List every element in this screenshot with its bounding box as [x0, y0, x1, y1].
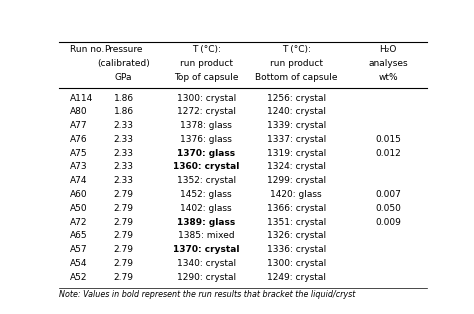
Text: 1370: crystal: 1370: crystal: [173, 245, 239, 254]
Text: 1.86: 1.86: [113, 107, 134, 116]
Text: 1300: crystal: 1300: crystal: [176, 94, 236, 103]
Text: 2.79: 2.79: [114, 190, 134, 199]
Text: A114: A114: [70, 94, 93, 103]
Text: 1351: crystal: 1351: crystal: [266, 218, 326, 227]
Text: A73: A73: [70, 162, 88, 171]
Text: 1272: crystal: 1272: crystal: [177, 107, 236, 116]
Text: 2.33: 2.33: [114, 162, 134, 171]
Text: 0.009: 0.009: [375, 218, 401, 227]
Text: 2.79: 2.79: [114, 245, 134, 254]
Text: Bottom of capsule: Bottom of capsule: [255, 73, 337, 82]
Text: A75: A75: [70, 149, 88, 158]
Text: 0.015: 0.015: [375, 135, 401, 144]
Text: 0.050: 0.050: [375, 204, 401, 213]
Text: 1352: crystal: 1352: crystal: [177, 176, 236, 185]
Text: 2.79: 2.79: [114, 231, 134, 240]
Text: Pressure: Pressure: [104, 45, 143, 54]
Text: 1370: glass: 1370: glass: [177, 149, 235, 158]
Text: 1376: glass: 1376: glass: [180, 135, 232, 144]
Text: 2.33: 2.33: [114, 121, 134, 130]
Text: 1324: crystal: 1324: crystal: [267, 162, 326, 171]
Text: 0.007: 0.007: [375, 190, 401, 199]
Text: A76: A76: [70, 135, 88, 144]
Text: 1290: crystal: 1290: crystal: [177, 273, 236, 282]
Text: 2.33: 2.33: [114, 135, 134, 144]
Text: 0.012: 0.012: [375, 149, 401, 158]
Text: A77: A77: [70, 121, 88, 130]
Text: 1366: crystal: 1366: crystal: [266, 204, 326, 213]
Text: 1337: crystal: 1337: crystal: [266, 135, 326, 144]
Text: 1389: glass: 1389: glass: [177, 218, 235, 227]
Text: T (°C):: T (°C):: [282, 45, 310, 54]
Text: 1402: glass: 1402: glass: [181, 204, 232, 213]
Text: 1452: glass: 1452: glass: [181, 190, 232, 199]
Text: A52: A52: [70, 273, 88, 282]
Text: analyses: analyses: [368, 59, 408, 68]
Text: wt%: wt%: [378, 73, 398, 82]
Text: Run no.: Run no.: [70, 45, 105, 54]
Text: 2.33: 2.33: [114, 149, 134, 158]
Text: A50: A50: [70, 204, 88, 213]
Text: A80: A80: [70, 107, 88, 116]
Text: 1299: crystal: 1299: crystal: [267, 176, 326, 185]
Text: 1420: glass: 1420: glass: [270, 190, 322, 199]
Text: 1300: crystal: 1300: crystal: [266, 259, 326, 268]
Text: 1385: mixed: 1385: mixed: [178, 231, 235, 240]
Text: T (°C):: T (°C):: [192, 45, 220, 54]
Text: 1339: crystal: 1339: crystal: [266, 121, 326, 130]
Text: A65: A65: [70, 231, 88, 240]
Text: (calibrated): (calibrated): [97, 59, 150, 68]
Text: 1240: crystal: 1240: crystal: [267, 107, 326, 116]
Text: run product: run product: [270, 59, 323, 68]
Text: A54: A54: [70, 259, 88, 268]
Text: 1.86: 1.86: [113, 94, 134, 103]
Text: 1256: crystal: 1256: crystal: [267, 94, 326, 103]
Text: 2.79: 2.79: [114, 204, 134, 213]
Text: 1360: crystal: 1360: crystal: [173, 162, 239, 171]
Text: H₂O: H₂O: [379, 45, 397, 54]
Text: 2.79: 2.79: [114, 259, 134, 268]
Text: 1378: glass: 1378: glass: [180, 121, 232, 130]
Text: A57: A57: [70, 245, 88, 254]
Text: 1336: crystal: 1336: crystal: [266, 245, 326, 254]
Text: 1340: crystal: 1340: crystal: [177, 259, 236, 268]
Text: A60: A60: [70, 190, 88, 199]
Text: 2.79: 2.79: [114, 218, 134, 227]
Text: GPa: GPa: [115, 73, 132, 82]
Text: 1319: crystal: 1319: crystal: [266, 149, 326, 158]
Text: run product: run product: [180, 59, 233, 68]
Text: Top of capsule: Top of capsule: [174, 73, 238, 82]
Text: 2.33: 2.33: [114, 176, 134, 185]
Text: 2.79: 2.79: [114, 273, 134, 282]
Text: 1326: crystal: 1326: crystal: [267, 231, 326, 240]
Text: 1249: crystal: 1249: crystal: [267, 273, 326, 282]
Text: A72: A72: [70, 218, 88, 227]
Text: Note: Values in bold represent the run results that bracket the liquid/cryst: Note: Values in bold represent the run r…: [59, 290, 356, 299]
Text: A74: A74: [70, 176, 88, 185]
